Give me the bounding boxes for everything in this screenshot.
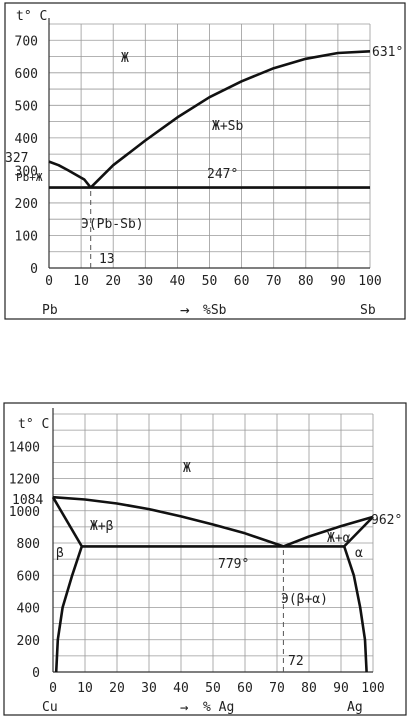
phase-boundary-line <box>54 545 84 673</box>
phase-boundary-line <box>89 50 371 189</box>
x-tick-label: 100 <box>361 681 384 696</box>
x-tick-label: 40 <box>170 274 186 289</box>
phase-boundary-line <box>51 496 83 548</box>
right-component-label: Sb <box>360 303 376 318</box>
y-tick-label: 400 <box>15 132 38 147</box>
annotation-label: β <box>56 546 64 561</box>
x-tick-label: 10 <box>73 274 89 289</box>
x-tick-label: 70 <box>269 681 285 696</box>
x-tick-label: 50 <box>202 274 218 289</box>
panel-frame <box>4 2 406 320</box>
annotation-label: α <box>355 546 363 561</box>
phase-boundary-line <box>282 515 374 548</box>
phase-boundary-line <box>52 495 284 548</box>
x-tick-label: 60 <box>237 681 253 696</box>
phase-boundary-line <box>343 515 374 548</box>
x-tick-label: 30 <box>141 681 157 696</box>
x-axis-arrow: → <box>180 700 188 716</box>
phase-lines <box>51 495 374 673</box>
annotation-label: Ж+β <box>90 519 114 534</box>
annotation-label: 13 <box>99 252 115 267</box>
x-axis-arrow: → <box>180 300 190 319</box>
annotation-label: Pb+Ж <box>16 171 43 184</box>
annotation-label: 631° <box>372 45 403 60</box>
grid <box>48 18 371 269</box>
x-axis-label: %Sb <box>203 303 227 318</box>
x-tick-label: 90 <box>333 681 349 696</box>
x-tick-label: 20 <box>109 681 125 696</box>
x-tick-label: 60 <box>234 274 250 289</box>
y-tick-label: 600 <box>15 67 38 82</box>
annotation-label: Э(β+α) <box>281 592 328 607</box>
y-tick-label: 100 <box>15 229 38 244</box>
x-axis-label: % Ag <box>203 700 234 715</box>
x-tick-label: 30 <box>137 274 153 289</box>
cu-ag-diagram: t° C Cu Ag → % Ag 0 10 20 30 40 50 60 70 80 90 100… <box>3 402 407 716</box>
phase-boundary-line <box>48 160 92 189</box>
y-tick-label: 0 <box>30 262 38 277</box>
x-tick-label: 40 <box>173 681 189 696</box>
left-component-label: Cu <box>42 700 58 715</box>
labels: t° C Pb Sb → %Sb 0 10 20 30 40 50 60 70 80 90 100 0… <box>5 9 403 319</box>
y-axis-label: t° C <box>18 417 49 432</box>
annotation-label: 962° <box>371 513 402 528</box>
left-component-label: Pb <box>42 303 58 318</box>
x-tick-label: 10 <box>77 681 93 696</box>
phase-boundary-line <box>342 545 368 673</box>
x-tick-label: 20 <box>105 274 121 289</box>
y-axis-label: t° C <box>16 9 47 24</box>
annotation-label: Ж <box>121 51 129 66</box>
annotation-label: 779° <box>218 557 249 572</box>
annotation-label: Ж <box>183 461 191 476</box>
x-tick-label: 50 <box>205 681 221 696</box>
y-tick-label: 300 <box>15 164 38 179</box>
y-tick-label: 800 <box>17 537 40 552</box>
x-tick-label: 100 <box>358 274 381 289</box>
x-tick-label: 70 <box>266 274 282 289</box>
annotation-label: 247° <box>207 167 238 182</box>
annotation-label: Ж+α <box>327 531 351 546</box>
x-tick-label: 80 <box>298 274 314 289</box>
pb-sb-diagram: t° C Pb Sb → %Sb 0 10 20 30 40 50 60 70 80 90 100 0… <box>4 2 406 320</box>
x-tick-label: 0 <box>45 274 53 289</box>
x-tick-label: 80 <box>301 681 317 696</box>
annotation-label: 1084 <box>12 493 43 508</box>
labels: t° C Cu Ag → % Ag 0 10 20 30 40 50 60 70 80 90 100… <box>9 417 403 716</box>
annotation-label: 72 <box>288 654 304 669</box>
y-tick-label: 1200 <box>9 473 40 488</box>
annotation-label: Э(Pb-Sb) <box>81 217 144 232</box>
annotation-label: 327 <box>5 151 28 166</box>
y-tick-label: 1400 <box>9 440 40 455</box>
y-tick-label: 400 <box>17 602 40 617</box>
y-tick-label: 200 <box>17 634 40 649</box>
grid <box>52 408 374 673</box>
y-tick-label: 1000 <box>9 505 40 520</box>
y-tick-label: 600 <box>17 569 40 584</box>
y-tick-label: 200 <box>15 197 38 212</box>
y-tick-label: 700 <box>15 34 38 49</box>
right-component-label: Ag <box>347 700 363 715</box>
x-tick-label: 0 <box>49 681 57 696</box>
annotation-label: Ж+Sb <box>212 119 243 134</box>
y-tick-label: 0 <box>32 666 40 681</box>
x-tick-label: 90 <box>330 274 346 289</box>
y-tick-label: 500 <box>15 99 38 114</box>
panel-frame <box>3 402 407 716</box>
phase-lines <box>48 50 371 268</box>
